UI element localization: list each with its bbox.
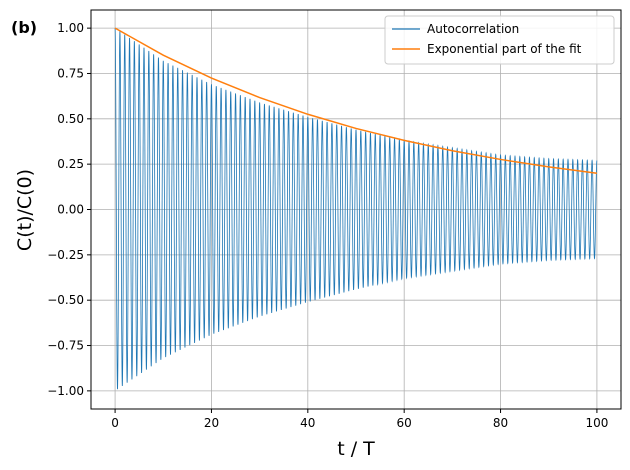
legend-label-autocorrelation: Autocorrelation [427, 22, 519, 36]
series-autocorrelation-line [114, 28, 598, 390]
legend-box [384, 15, 615, 65]
x-tick-label: 100 [585, 416, 608, 430]
x-tick-label: 60 [397, 416, 412, 430]
panel-label: (b) [11, 18, 37, 37]
series-exponential-fit-line [114, 27, 598, 174]
y-tick-label: 0.00 [57, 203, 84, 217]
y-tick-label: −0.25 [47, 248, 84, 262]
y-tick-label: 0.50 [57, 112, 84, 126]
x-tick-label: 80 [493, 416, 508, 430]
ticks: 0 20 40 60 80 100 −1.00 −0.75 −0.50 −0.25 0.00 0.25… [47, 21, 608, 430]
y-tick-label: −0.50 [47, 293, 84, 307]
x-axis-label: t / T [337, 438, 375, 460]
x-tick-label: 40 [300, 416, 315, 430]
x-tick-label: 20 [204, 416, 219, 430]
y-tick-label: −1.00 [47, 384, 84, 398]
x-tick-label: 0 [111, 416, 119, 430]
plot-area [114, 27, 598, 390]
y-tick-label: 0.25 [57, 157, 84, 171]
legend: Autocorrelation Exponential part of the … [384, 15, 615, 65]
y-tick-label: −0.75 [47, 339, 84, 353]
legend-label-fit: Exponential part of the fit [427, 42, 582, 56]
y-axis-label: C(t)/C(0) [14, 169, 36, 251]
y-tick-label: 0.75 [57, 66, 84, 80]
y-tick-label: 1.00 [57, 21, 84, 35]
